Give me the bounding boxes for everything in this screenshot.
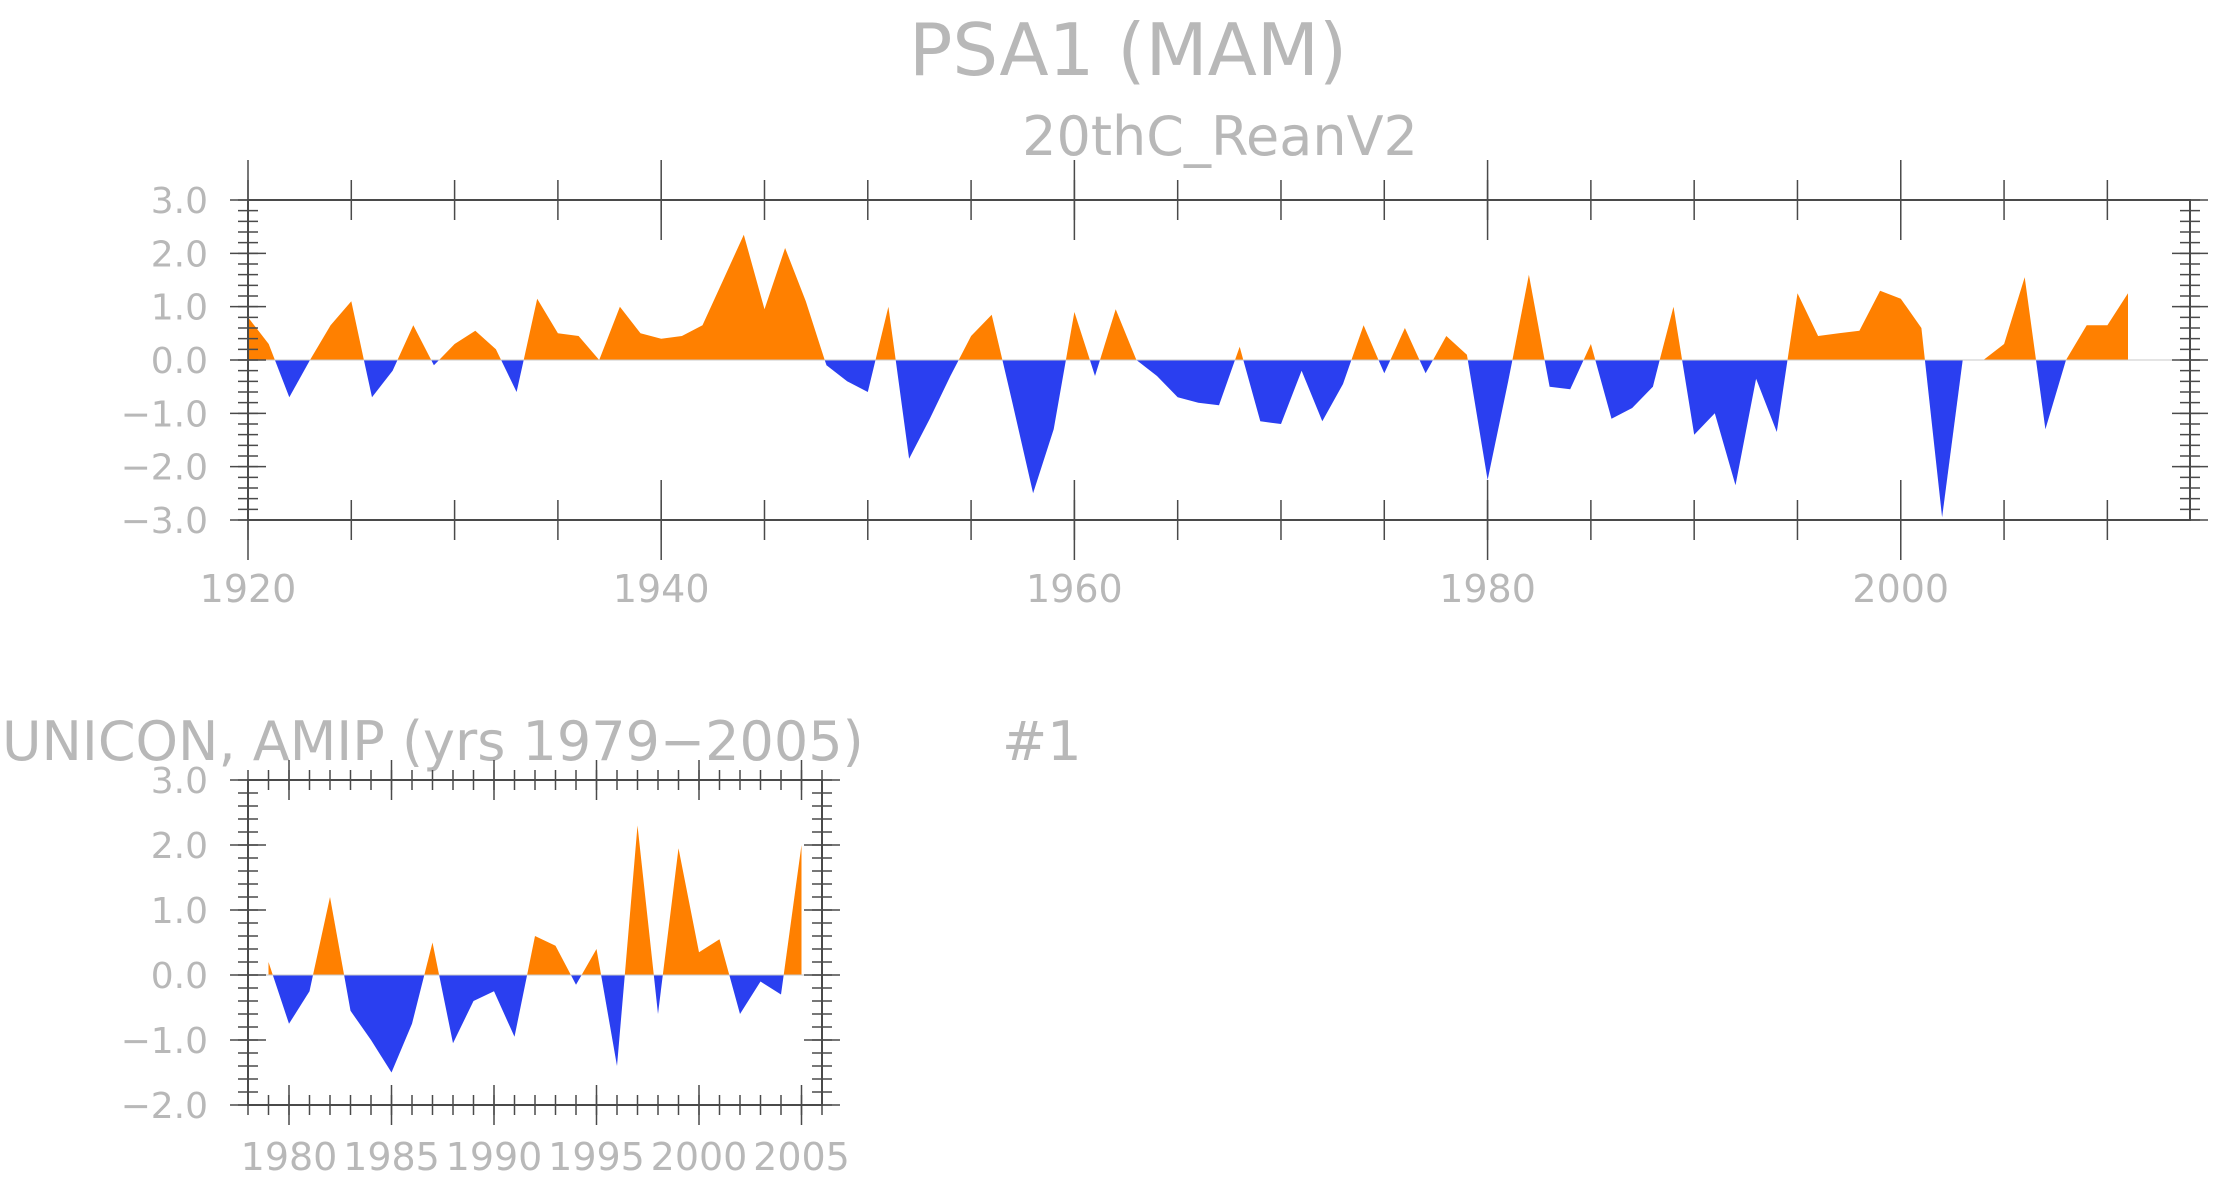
negative-area-23 <box>1419 360 1433 374</box>
negative-area-11 <box>653 975 663 1014</box>
positive-area-34 <box>1962 277 2036 360</box>
positive-area-6 <box>527 936 571 975</box>
negative-area-9 <box>824 360 876 392</box>
y-tick-label: 1.0 <box>151 891 208 932</box>
y-tick-label: 0.0 <box>151 341 208 382</box>
y-tick-label: 3.0 <box>151 181 208 222</box>
positive-area-24 <box>1433 336 1468 360</box>
x-tick-label: 1940 <box>613 567 710 611</box>
figure-title: PSA1 (MAM) <box>909 8 1347 92</box>
negative-area-5 <box>431 360 440 366</box>
panel2-title: UNICON, AMIP (yrs 1979−2005) <box>2 710 864 773</box>
positive-area-2 <box>313 897 345 975</box>
negative-area-13 <box>1002 360 1066 494</box>
y-tick-label: 2.0 <box>151 826 208 867</box>
positive-area-12 <box>958 314 1003 360</box>
positive-area-10 <box>624 825 654 975</box>
positive-area-12 <box>662 848 730 975</box>
negative-area-27 <box>1544 360 1584 390</box>
negative-area-5 <box>439 975 528 1044</box>
panel-unicon-amip: 3.0 2.0 1.0 0.0 −1.0 −2.0 1980 1985 1990 1995 2000… <box>121 760 850 1177</box>
positive-area-10 <box>875 306 896 360</box>
positive-area-14 <box>1065 312 1090 360</box>
negative-area-15 <box>1089 360 1100 376</box>
negative-area-35 <box>2036 360 2066 430</box>
x-tick-label: 1980 <box>1439 567 1536 611</box>
x-tick-label: 2005 <box>753 1135 850 1177</box>
positive-area-8 <box>523 234 825 360</box>
positive-area-18 <box>1235 346 1244 360</box>
x-tick-label: 2000 <box>651 1135 748 1177</box>
negative-area-25 <box>1467 360 1513 480</box>
positive-area-28 <box>1583 344 1596 360</box>
positive-area-36 <box>2066 293 2128 360</box>
negative-area-1 <box>274 360 310 398</box>
y-tick-label: −1.0 <box>121 394 208 435</box>
negative-area-21 <box>1378 360 1391 374</box>
positive-area-16 <box>1100 309 1137 360</box>
x-tick-label: 1920 <box>200 567 297 611</box>
y-tick-label: 0.0 <box>151 956 208 997</box>
positive-area-14 <box>783 845 802 975</box>
negative-area-29 <box>1595 360 1660 419</box>
panel2-tag: #1 <box>1002 710 1082 773</box>
positive-area-2 <box>310 301 364 360</box>
negative-area-1 <box>272 975 313 1024</box>
positive-area-26 <box>1512 274 1545 360</box>
negative-area-9 <box>601 975 625 1066</box>
x-tick-label: 1995 <box>548 1135 645 1177</box>
positive-area-30 <box>1659 306 1683 360</box>
y-tick-label: −2.0 <box>121 448 208 489</box>
x-tick-label: 2000 <box>1852 567 1949 611</box>
positive-area-20 <box>1351 325 1379 360</box>
negative-area-17 <box>1136 360 1235 406</box>
negative-area-11 <box>895 360 959 459</box>
y-tick-label: 3.0 <box>151 761 208 802</box>
positive-area-4 <box>397 325 432 360</box>
x-tick-label: 1980 <box>241 1135 338 1177</box>
positive-area-6 <box>439 330 502 360</box>
x-tick-label: 1985 <box>343 1135 440 1177</box>
panel-20thc-reanv2: 3.0 2.0 1.0 0.0 −1.0 −2.0 −3.0 1920 1940 1960 1980… <box>121 160 2208 611</box>
y-tick-label: −2.0 <box>121 1086 208 1127</box>
x-tick-label: 1960 <box>1026 567 1123 611</box>
negative-area-3 <box>344 975 425 1073</box>
positive-area-0 <box>268 962 273 975</box>
y-tick-label: −1.0 <box>121 1021 208 1062</box>
negative-area-7 <box>570 975 582 985</box>
x-tick-label: 1990 <box>446 1135 543 1177</box>
positive-area-22 <box>1390 328 1420 360</box>
panel1-subtitle: 20thC_ReanV2 <box>1022 105 1418 168</box>
positive-area-8 <box>581 949 602 975</box>
positive-area-4 <box>424 942 440 975</box>
y-tick-label: −3.0 <box>121 501 208 542</box>
positive-area-32 <box>1787 290 1925 360</box>
negative-area-3 <box>363 360 398 398</box>
y-tick-label: 2.0 <box>151 234 208 275</box>
negative-area-19 <box>1243 360 1352 424</box>
negative-area-31 <box>1682 360 1788 486</box>
negative-area-7 <box>501 360 524 392</box>
y-tick-label: 1.0 <box>151 288 208 329</box>
negative-area-13 <box>729 975 784 1014</box>
negative-area-33 <box>1924 360 1963 518</box>
